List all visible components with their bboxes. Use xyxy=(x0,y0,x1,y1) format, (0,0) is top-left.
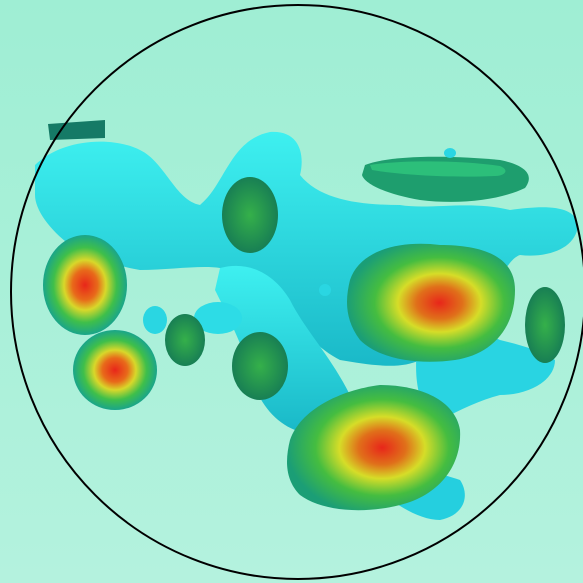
hotspot-right xyxy=(347,243,515,362)
hotspot-left-lower xyxy=(73,330,157,410)
hotspot-left-upper xyxy=(43,235,127,335)
slab-top-highlight xyxy=(370,161,506,177)
blob-small-3 xyxy=(319,284,331,296)
green-blob-left xyxy=(165,314,205,366)
blob-small-2 xyxy=(194,302,242,334)
green-ring-right xyxy=(525,287,565,363)
structure xyxy=(35,120,578,520)
view-boundary-circle xyxy=(10,4,583,580)
hotspot-bottom xyxy=(287,385,461,511)
rim-fragment xyxy=(48,120,105,140)
green-blob-center xyxy=(232,332,288,400)
blob-small-4 xyxy=(444,148,456,158)
green-ring-top xyxy=(222,177,278,253)
blob-small-1 xyxy=(143,306,167,334)
